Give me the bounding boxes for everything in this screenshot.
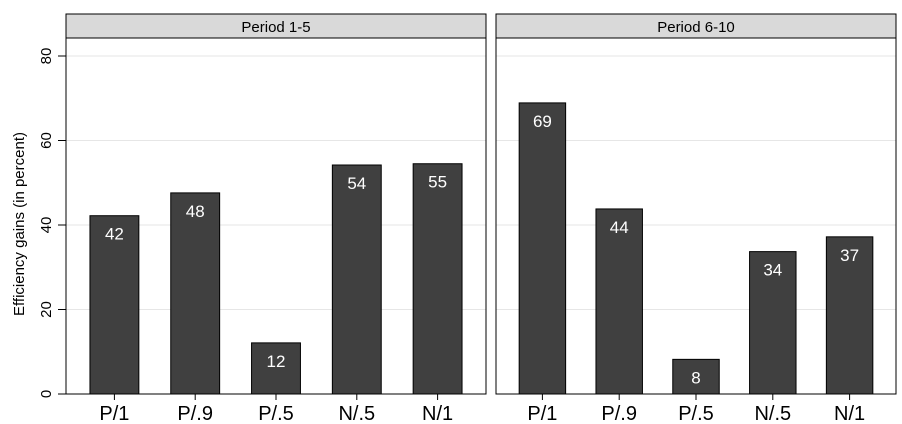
bar (749, 251, 797, 395)
x-tick-label: P/.5 (678, 403, 714, 424)
x-tick-label: N/.5 (754, 403, 791, 424)
panel-title: Period 6-10 (657, 19, 735, 36)
y-tick-label: 0 (38, 390, 55, 398)
x-tick-label: P/.9 (177, 403, 213, 424)
y-axis-title: Efficiency gains (in percent) (11, 132, 28, 316)
x-tick-label: P/1 (99, 403, 129, 424)
y-tick-label: 40 (38, 217, 55, 234)
y-tick-label: 60 (38, 132, 55, 149)
panel-title: Period 1-5 (241, 19, 310, 36)
bar (331, 164, 382, 395)
bar (412, 163, 463, 395)
x-tick-label: N/1 (834, 403, 865, 424)
bar (825, 236, 874, 395)
bar-value-label: 42 (105, 225, 124, 244)
panel: Period 6-10 69 P/1 44 P/.9 8 P/.5 34 N/.5 37 N/1 (495, 13, 897, 424)
bar (251, 342, 301, 395)
bar (89, 215, 140, 395)
bar-value-label: 37 (840, 246, 859, 265)
bar (170, 192, 221, 395)
y-tick-label: 20 (38, 301, 55, 318)
x-tick-label: N/.5 (338, 403, 375, 424)
y-tick-label: 80 (38, 48, 55, 65)
bar (518, 102, 567, 395)
x-tick-label: P/.5 (258, 403, 294, 424)
bar-value-label: 55 (428, 173, 447, 192)
bar (672, 358, 720, 395)
y-axis: 0 20 40 60 80 (38, 48, 66, 398)
panel-header (65, 13, 487, 39)
bar-value-label: 69 (533, 112, 552, 131)
bar-value-label: 34 (763, 261, 782, 280)
x-tick-label: P/1 (527, 403, 557, 424)
bar-value-label: 8 (691, 368, 700, 387)
panels: Period 1-542P/148P/.912P/.554N/.555N/1Pe… (65, 13, 897, 424)
x-tick-label: P/.9 (601, 403, 637, 424)
bar (595, 208, 643, 395)
bar-value-label: 48 (186, 202, 205, 221)
bar-value-label: 12 (267, 352, 286, 371)
panel: Period 1-5 42 P/1 48 P/.9 12 P/.5 54 N/.5 55 N/1 (65, 13, 487, 424)
bar-value-label: 44 (610, 218, 629, 237)
bar-value-label: 54 (347, 174, 366, 193)
x-tick-label: N/1 (422, 403, 453, 424)
